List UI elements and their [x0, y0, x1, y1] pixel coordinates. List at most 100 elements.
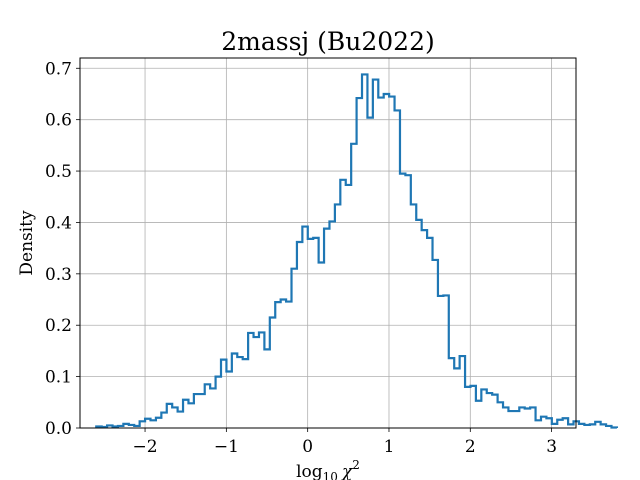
histogram-bin [340, 180, 345, 428]
histogram-bin [487, 393, 492, 428]
y-tick-label: 0.1 [45, 368, 72, 388]
x-tick-label: 2 [465, 437, 476, 457]
histogram-bin [584, 425, 589, 428]
histogram-bin [433, 260, 438, 428]
histogram-bin [536, 420, 541, 428]
histogram-bin [237, 357, 242, 428]
histogram-bin [178, 412, 183, 428]
histogram-bin [302, 227, 307, 428]
histogram-bin [438, 296, 443, 428]
histogram-bin [530, 407, 535, 428]
histogram-bin [465, 387, 470, 428]
histogram-bin [259, 332, 264, 428]
x-tick-label: 0 [302, 437, 313, 457]
histogram-bin [606, 426, 611, 428]
histogram-bin [427, 238, 432, 428]
histogram-bin [156, 418, 161, 428]
histogram-bin [411, 204, 416, 428]
histogram-bin [508, 411, 513, 428]
x-tick-label: −1 [214, 437, 239, 457]
histogram-bin [481, 389, 486, 428]
histogram-bin [422, 230, 427, 428]
histogram-bin [319, 263, 324, 428]
histogram-bin [297, 242, 302, 428]
histogram-bin [601, 424, 606, 428]
histogram-bin [389, 97, 394, 428]
histogram-bin [264, 349, 269, 428]
histogram-bin [145, 419, 150, 428]
histogram-bin [357, 98, 362, 428]
histogram-bin [563, 418, 568, 428]
y-tick-label: 0.2 [45, 316, 72, 336]
chart-title: 2massj (Bu2022) [221, 27, 434, 56]
x-axis: −2 −1 0 1 2 3 [133, 428, 557, 457]
histogram-step-line [95, 73, 619, 429]
histogram-bin [286, 302, 291, 428]
y-tick-label: 0.0 [45, 419, 72, 439]
histogram-bin [216, 377, 221, 428]
histogram-series [95, 73, 619, 429]
histogram-bin [552, 424, 557, 428]
histogram-bin [123, 424, 128, 428]
histogram-bin [470, 386, 475, 428]
histogram-bin [232, 353, 237, 428]
histogram-bin [590, 424, 595, 428]
histogram-bin [335, 204, 340, 428]
histogram-bin [140, 421, 145, 428]
histogram-bin [595, 422, 600, 428]
histogram-bin [395, 110, 400, 428]
x-axis-label-subscript: 10 [323, 470, 338, 480]
x-tick-label: 3 [546, 437, 557, 457]
histogram-bin [416, 220, 421, 428]
histogram-bin [384, 94, 389, 428]
histogram-bin [557, 420, 562, 428]
histogram-bin [210, 388, 215, 428]
histogram-bin [270, 318, 275, 428]
y-tick-label: 0.4 [45, 213, 72, 233]
histogram-bin [378, 98, 383, 428]
histogram-bin [199, 394, 204, 428]
x-axis-label: log10 χ2 [296, 458, 360, 480]
histogram-bin [324, 229, 329, 428]
histogram-bin [373, 80, 378, 428]
histogram-bin [351, 144, 356, 428]
histogram-bin [514, 411, 519, 428]
histogram-bin [221, 360, 226, 428]
grid-lines [80, 58, 576, 429]
x-axis-label-superscript: 2 [352, 458, 360, 472]
histogram-bin [281, 300, 286, 428]
histogram-bin [248, 333, 253, 428]
histogram-bin [243, 359, 248, 428]
histogram-bin [611, 427, 616, 428]
histogram-bin [313, 238, 318, 428]
histogram-bin [541, 417, 546, 428]
histogram-bin [579, 424, 584, 428]
histogram-bin [405, 175, 410, 428]
histogram-bin [546, 418, 551, 428]
histogram-bin [205, 384, 210, 428]
y-tick-label: 0.5 [45, 162, 72, 182]
y-axis-label: Density [17, 210, 37, 276]
x-axis-label-base: log [296, 462, 323, 480]
histogram-bin [498, 402, 503, 428]
histogram-bin [254, 337, 259, 428]
histogram-bin [362, 74, 367, 428]
histogram-bin [400, 174, 405, 428]
histogram-bin [519, 407, 524, 428]
histogram-bin [275, 302, 280, 428]
histogram-bin [443, 295, 448, 428]
x-tick-label: −2 [133, 437, 158, 457]
y-tick-label: 0.6 [45, 111, 72, 131]
histogram-bin [346, 185, 351, 428]
histogram-bin [329, 221, 334, 428]
y-axis: 0.0 0.1 0.2 0.3 0.4 0.5 0.6 0.7 [45, 59, 80, 439]
histogram-bin [568, 424, 573, 428]
histogram-bin [367, 118, 372, 428]
histogram-bin [503, 407, 508, 428]
plot-frame [79, 57, 577, 429]
histogram-bin [292, 269, 297, 428]
histogram-bin [167, 404, 172, 428]
histogram-bin [150, 420, 155, 428]
histogram-bin [172, 407, 177, 428]
